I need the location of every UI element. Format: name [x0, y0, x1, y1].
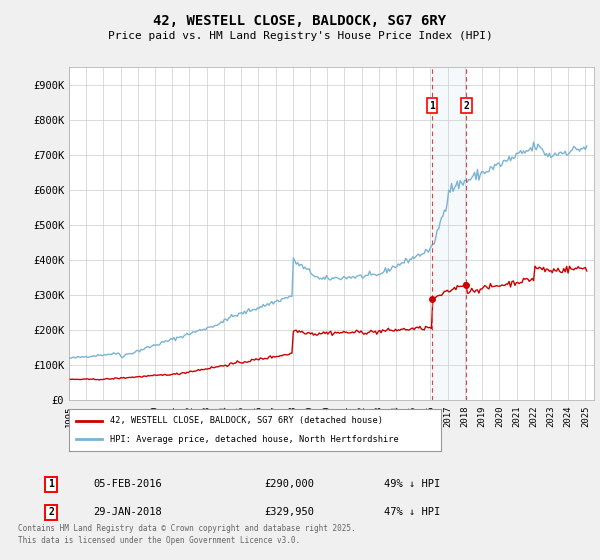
- Text: 42, WESTELL CLOSE, BALDOCK, SG7 6RY: 42, WESTELL CLOSE, BALDOCK, SG7 6RY: [154, 14, 446, 28]
- Text: 42, WESTELL CLOSE, BALDOCK, SG7 6RY (detached house): 42, WESTELL CLOSE, BALDOCK, SG7 6RY (det…: [110, 416, 383, 425]
- Text: £290,000: £290,000: [264, 479, 314, 489]
- Text: 05-FEB-2016: 05-FEB-2016: [93, 479, 162, 489]
- Text: £329,950: £329,950: [264, 507, 314, 517]
- Text: 2: 2: [463, 101, 469, 111]
- Bar: [432, 67, 466, 400]
- Text: Contains HM Land Registry data © Crown copyright and database right 2025.
This d: Contains HM Land Registry data © Crown c…: [18, 524, 356, 545]
- Text: 2: 2: [48, 507, 54, 517]
- Text: HPI: Average price, detached house, North Hertfordshire: HPI: Average price, detached house, Nort…: [110, 435, 398, 444]
- Text: 1: 1: [429, 101, 435, 111]
- Text: Price paid vs. HM Land Registry's House Price Index (HPI): Price paid vs. HM Land Registry's House …: [107, 31, 493, 41]
- Text: 47% ↓ HPI: 47% ↓ HPI: [384, 507, 440, 517]
- Text: 1: 1: [48, 479, 54, 489]
- Text: 29-JAN-2018: 29-JAN-2018: [93, 507, 162, 517]
- Text: 49% ↓ HPI: 49% ↓ HPI: [384, 479, 440, 489]
